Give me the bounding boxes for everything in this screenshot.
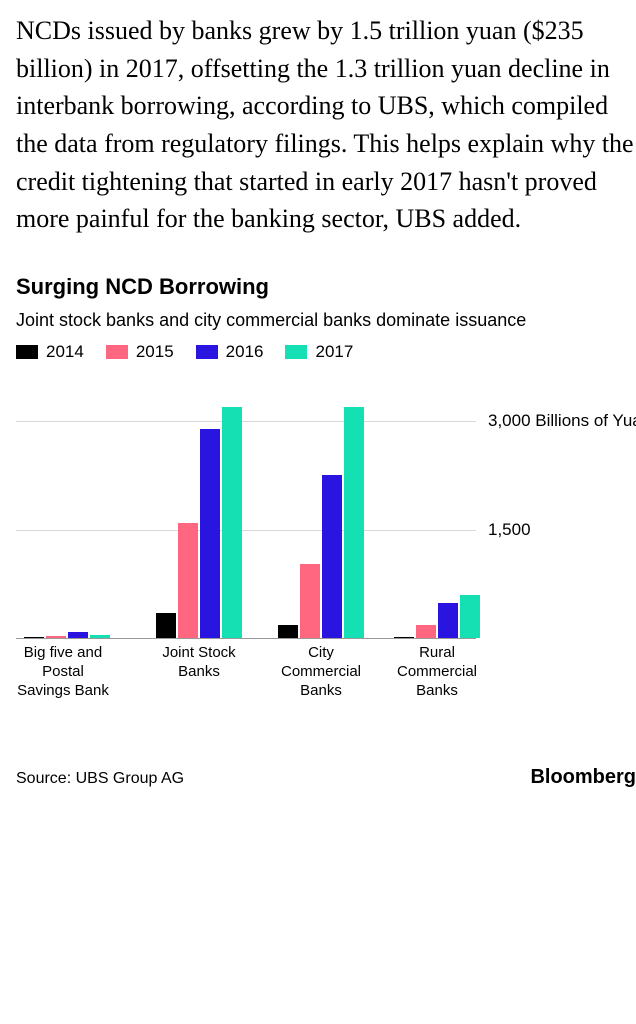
y-axis-label: 3,000 Billions of Yuan [488, 411, 636, 431]
chart-subtitle: Joint stock banks and city commercial ba… [16, 308, 636, 332]
legend-item: 2016 [196, 342, 264, 362]
bar [438, 603, 458, 638]
y-axis-label: 1,500 [488, 520, 531, 540]
bar-group [278, 407, 364, 639]
legend-label: 2014 [46, 342, 84, 362]
article-paragraph: NCDs issued by banks grew by 1.5 trillio… [16, 12, 636, 238]
legend-swatch [106, 345, 128, 359]
legend-item: 2014 [16, 342, 84, 362]
gridline [16, 530, 476, 531]
bar [322, 475, 342, 639]
legend-swatch [16, 345, 38, 359]
chart-plot [16, 384, 476, 639]
chart-title: Surging NCD Borrowing [16, 274, 636, 300]
chart-source: Source: UBS Group AG [16, 770, 184, 788]
bar [344, 407, 364, 639]
bar [222, 407, 242, 639]
legend-label: 2016 [226, 342, 264, 362]
chart-plot-area: 3,000 Billions of Yuan1,500 Big five and… [16, 384, 636, 684]
legend-item: 2015 [106, 342, 174, 362]
chart-footer: Source: UBS Group AG Bloomberg [16, 766, 636, 789]
legend-swatch [285, 345, 307, 359]
bar [90, 635, 110, 639]
bar [278, 625, 298, 638]
gridline [16, 421, 476, 422]
legend-label: 2017 [315, 342, 353, 362]
bar [156, 613, 176, 639]
x-axis-label: CityCommercialBanks [266, 644, 376, 700]
bar [24, 637, 44, 638]
brand-label: Bloomberg [530, 766, 636, 789]
legend-label: 2015 [136, 342, 174, 362]
x-axis-label: Joint StockBanks [144, 644, 254, 682]
bar [178, 523, 198, 638]
bar [46, 636, 66, 639]
bar [200, 429, 220, 639]
x-axis-label: RuralCommercialBanks [382, 644, 492, 700]
chart-container: Surging NCD Borrowing Joint stock banks … [16, 274, 636, 789]
bar-group [394, 595, 480, 639]
bar-group [24, 632, 110, 639]
chart-legend: 2014 2015 2016 2017 [16, 342, 636, 362]
bar [300, 564, 320, 638]
x-axis-label: Big five andPostalSavings Bank [10, 644, 116, 700]
bar [460, 595, 480, 639]
legend-item: 2017 [285, 342, 353, 362]
bar [68, 632, 88, 639]
bar-group [156, 407, 242, 639]
bar [416, 625, 436, 638]
bar [394, 637, 414, 639]
legend-swatch [196, 345, 218, 359]
